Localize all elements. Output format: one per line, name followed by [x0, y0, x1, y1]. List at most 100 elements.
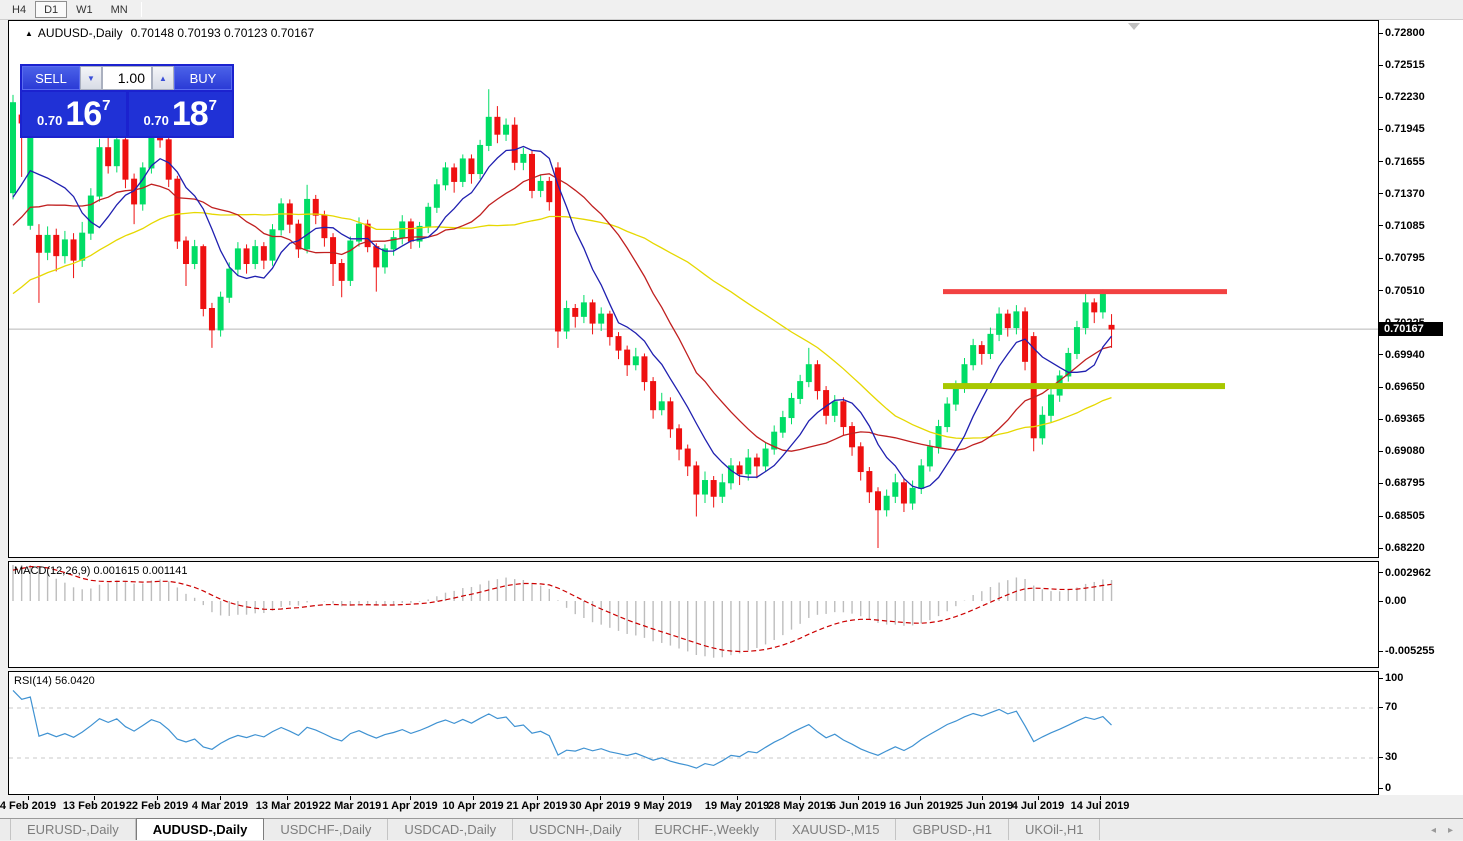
- macd-tick: 0.00: [1379, 594, 1406, 608]
- date-label: 1 Apr 2019: [382, 800, 438, 812]
- chart-tab-usdcnh[interactable]: USDCNH-,Daily: [513, 819, 639, 840]
- date-tick-mark: [473, 796, 474, 800]
- price-tick: 0.68220: [1379, 541, 1425, 555]
- price-tick: 0.72515: [1379, 58, 1425, 72]
- chart-tab-ukoil[interactable]: UKOil-,H1: [1009, 819, 1101, 840]
- date-label: 13 Mar 2019: [255, 800, 319, 812]
- symbol-triangle-icon: ▲: [25, 29, 33, 38]
- date-label: 4 Mar 2019: [191, 800, 249, 812]
- volume-increase-button[interactable]: ▲: [152, 66, 174, 90]
- rsi-label: RSI(14) 56.0420: [14, 675, 95, 687]
- date-tick-mark: [157, 796, 158, 800]
- timeframe-button-mn[interactable]: MN: [110, 3, 128, 16]
- sell-price-base: 0.70: [37, 112, 63, 128]
- price-tick: 0.68505: [1379, 509, 1425, 523]
- date-tick-mark: [350, 796, 351, 800]
- date-tick-mark: [600, 796, 601, 800]
- rsi-tick: 30: [1379, 750, 1397, 764]
- price-tick: 0.68795: [1379, 476, 1425, 490]
- price-tick: 0.71370: [1379, 187, 1425, 201]
- price-tick: 0.71655: [1379, 155, 1425, 169]
- tab-scroll-right-icon[interactable]: ▸: [1447, 824, 1453, 836]
- timeframe-button-h4[interactable]: H4: [12, 3, 27, 16]
- buy-button[interactable]: BUY: [174, 66, 232, 90]
- date-tick-mark: [858, 796, 859, 800]
- date-label: 28 May 2019: [767, 800, 833, 812]
- chart-tabbar: EURUSD-,Daily AUDUSD-,Daily USDCHF-,Daily U…: [0, 818, 1463, 840]
- date-label: 30 Apr 2019: [569, 800, 631, 812]
- date-tick-mark: [1100, 796, 1101, 800]
- price-tick: 0.71085: [1379, 219, 1425, 233]
- chart-tab-eurchf[interactable]: EURCHF-,Weekly: [639, 819, 777, 840]
- chart-tab-eurusd[interactable]: EURUSD-,Daily: [10, 819, 136, 840]
- rsi-indicator-plot[interactable]: RSI(14) 56.0420: [8, 671, 1379, 795]
- date-label: 25 Jun 2019: [950, 800, 1014, 812]
- timeframe-toolbar: H4 D1 W1 MN: [0, 0, 1463, 20]
- price-tick: 0.69080: [1379, 444, 1425, 458]
- price-axis[interactable]: 0.72800 0.72515 0.72230 0.71945 0.71655 0.713…: [1379, 20, 1463, 795]
- main-chart-plot[interactable]: ▲ AUDUSD-,Daily 0.70148 0.70193 0.70123 0.…: [8, 20, 1379, 558]
- buy-price-display[interactable]: 0.70 18 7: [128, 92, 232, 136]
- timeframe-button-d1[interactable]: D1: [35, 1, 68, 18]
- buy-price-base: 0.70: [143, 112, 169, 128]
- buy-price-big: 18: [171, 94, 209, 133]
- date-label: 9 May 2019: [633, 800, 693, 812]
- date-tick-mark: [982, 796, 983, 800]
- current-price-tag: 0.70167: [1379, 322, 1443, 337]
- volume-input[interactable]: 1.00: [102, 66, 152, 90]
- chart-ohlc-values: 0.70148 0.70193 0.70123 0.70167: [130, 26, 315, 40]
- date-tick-mark: [220, 796, 221, 800]
- date-axis[interactable]: 4 Feb 2019 13 Feb 2019 22 Feb 2019 4 Mar 20…: [0, 796, 1379, 818]
- date-label: 21 Apr 2019: [506, 800, 568, 812]
- date-label: 13 Feb 2019: [62, 800, 126, 812]
- rsi-tick: 70: [1379, 700, 1397, 714]
- sell-price-sup: 7: [102, 96, 111, 114]
- macd-indicator-plot[interactable]: MACD(12,26,9) 0.001615 0.001141: [8, 561, 1379, 668]
- date-tick-mark: [537, 796, 538, 800]
- chart-shift-marker[interactable]: [1128, 23, 1140, 30]
- price-tick: 0.72230: [1379, 90, 1425, 104]
- date-tick-mark: [1038, 796, 1039, 800]
- chart-tab-usdchf[interactable]: USDCHF-,Daily: [264, 819, 389, 840]
- price-tick: 0.72800: [1379, 26, 1425, 40]
- rsi-tick: 100: [1379, 671, 1403, 685]
- sell-price-big: 16: [65, 94, 102, 133]
- chart-tab-audusd[interactable]: AUDUSD-,Daily: [135, 818, 265, 840]
- date-label: 22 Feb 2019: [125, 800, 189, 812]
- macd-tick: -0.005255: [1379, 644, 1435, 658]
- date-tick-mark: [28, 796, 29, 800]
- timeframe-button-w1[interactable]: W1: [76, 3, 93, 16]
- one-click-trading-panel: SELL ▼ 1.00 ▲ BUY 0.70 16 7 0.70 18 7: [20, 64, 234, 138]
- chart-tab-gbpusd[interactable]: GBPUSD-,H1: [896, 819, 1009, 840]
- chart-tab-usdcad[interactable]: USDCAD-,Daily: [388, 819, 514, 840]
- date-tick-mark: [410, 796, 411, 800]
- date-tick-mark: [287, 796, 288, 800]
- date-tick-mark: [920, 796, 921, 800]
- date-tick-mark: [663, 796, 664, 800]
- price-tick: 0.69365: [1379, 412, 1425, 426]
- date-label: 6 Jun 2019: [829, 800, 887, 812]
- date-label: 4 Feb 2019: [0, 800, 57, 812]
- date-label: 19 May 2019: [704, 800, 770, 812]
- chart-tab-xauusd[interactable]: XAUUSD-,M15: [776, 819, 897, 840]
- price-tick: 0.69650: [1379, 380, 1425, 394]
- toolbar-separator: [140, 2, 142, 17]
- rsi-tick: 0: [1379, 781, 1391, 795]
- price-tick: 0.69940: [1379, 348, 1425, 362]
- date-label: 10 Apr 2019: [442, 800, 504, 812]
- buy-price-sup: 7: [208, 96, 217, 114]
- date-tick-mark: [800, 796, 801, 800]
- price-tick: 0.70795: [1379, 251, 1425, 265]
- date-label: 16 Jun 2019: [888, 800, 952, 812]
- chart-title: ▲ AUDUSD-,Daily 0.70148 0.70193 0.70123 0.…: [25, 26, 314, 40]
- date-label: 22 Mar 2019: [318, 800, 382, 812]
- sell-price-display[interactable]: 0.70 16 7: [22, 92, 126, 136]
- price-tick: 0.70510: [1379, 284, 1425, 298]
- volume-decrease-button[interactable]: ▼: [80, 66, 102, 90]
- date-tick-mark: [737, 796, 738, 800]
- date-label: 4 Jul 2019: [1011, 800, 1065, 812]
- tab-scroll-left-icon[interactable]: ◂: [1430, 824, 1436, 836]
- sell-button[interactable]: SELL: [22, 66, 80, 90]
- macd-label: MACD(12,26,9) 0.001615 0.001141: [14, 565, 188, 577]
